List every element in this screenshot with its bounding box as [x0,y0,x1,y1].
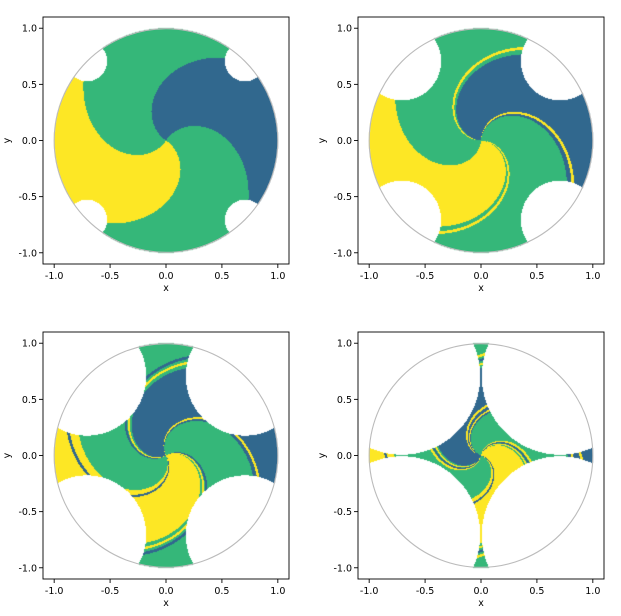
x-axis-label: x [478,283,484,294]
disk-boundary [53,343,279,568]
x-tick-label: 0.0 [473,271,488,282]
x-tick-label: 0.5 [529,271,544,282]
y-tick-label: -1.0 [18,563,37,574]
disk-boundary [368,28,594,253]
disk-boundary [368,343,594,568]
x-tick-label: -0.5 [101,586,120,597]
y-axis-label: y [2,452,13,458]
y-axis-label: y [2,137,13,143]
x-axis-label: x [163,283,169,294]
x-tick-label: 0.5 [214,586,229,597]
y-tick-label: -0.5 [333,192,352,203]
x-tick-label: -1.0 [45,586,64,597]
y-tick-label: 1.0 [22,24,37,35]
x-tick-label: 1.0 [585,586,600,597]
disk-boundary [53,28,279,253]
chart-panel-2: -1.0 -0.5 0.0 0.5 1.0 1.0 0.5 0.0 -0.5 -1.0 x y [317,16,605,294]
y-axis-label: y [317,452,328,458]
y-tick-label: -1.0 [333,248,352,259]
y-tick-label: 0.0 [337,451,352,462]
y-tick-label: 1.0 [337,24,352,35]
x-tick-label: 0.5 [214,271,229,282]
x-tick-label: 0.5 [529,586,544,597]
chart-panel-3: -1.0 -0.5 0.0 0.5 1.0 1.0 0.5 0.0 -0.5 -1.0 x y [2,331,290,609]
x-tick-label: -0.5 [416,271,435,282]
field-image [358,332,604,579]
y-tick-label: 0.0 [337,136,352,147]
y-tick-label: -0.5 [18,192,37,203]
x-tick-label: -1.0 [360,586,379,597]
chart-panel-1: -1.0 -0.5 0.0 0.5 1.0 1.0 0.5 0.0 -0.5 -1.0 x y [2,16,290,294]
y-tick-label: -0.5 [18,507,37,518]
x-tick-label: 1.0 [270,586,285,597]
y-tick-label: 0.5 [22,80,37,91]
x-tick-label: -1.0 [45,271,64,282]
y-tick-label: -0.5 [333,507,352,518]
field-image [358,17,604,264]
x-tick-label: 0.0 [473,586,488,597]
x-tick-label: 1.0 [270,271,285,282]
x-tick-label: 1.0 [585,271,600,282]
x-tick-label: 0.0 [158,271,173,282]
x-tick-label: -0.5 [101,271,120,282]
y-tick-label: 0.0 [22,451,37,462]
y-tick-label: -1.0 [333,563,352,574]
y-tick-label: 0.5 [337,395,352,406]
field-image [43,17,289,264]
x-tick-label: 0.0 [158,586,173,597]
y-tick-label: -1.0 [18,248,37,259]
y-axis-label: y [317,137,328,143]
y-tick-label: 1.0 [22,339,37,350]
x-tick-label: -0.5 [416,586,435,597]
x-axis-label: x [163,598,169,609]
x-tick-label: -1.0 [360,271,379,282]
chart-panel-4: -1.0 -0.5 0.0 0.5 1.0 1.0 0.5 0.0 -0.5 -1.0 x y [317,331,605,609]
y-tick-label: 0.0 [22,136,37,147]
y-tick-label: 0.5 [22,395,37,406]
x-axis-label: x [478,598,484,609]
y-tick-label: 0.5 [337,80,352,91]
field-image [43,332,289,579]
y-tick-label: 1.0 [337,339,352,350]
